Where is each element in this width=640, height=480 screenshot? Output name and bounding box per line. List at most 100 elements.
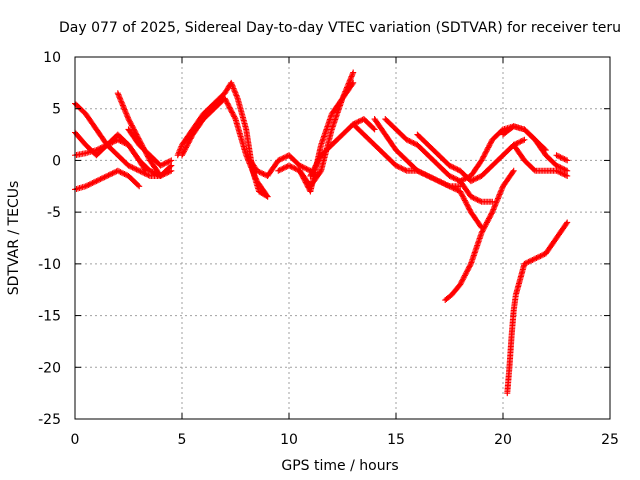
data-point — [553, 152, 560, 159]
data-point — [399, 165, 406, 172]
plot-frame — [74, 56, 611, 420]
y-tick-label: 5 — [52, 102, 61, 118]
data-point — [257, 169, 264, 176]
data-point — [84, 182, 91, 189]
data-point — [558, 165, 565, 172]
data-point — [560, 165, 567, 172]
data-point — [564, 219, 571, 226]
data-point — [394, 163, 401, 170]
data-point — [349, 81, 356, 88]
data-point — [485, 143, 492, 150]
data-point — [144, 171, 151, 178]
data-point — [183, 144, 190, 151]
data-point — [561, 171, 568, 178]
data-point — [465, 266, 472, 273]
data-point — [231, 113, 238, 120]
data-point — [280, 154, 287, 161]
data-point — [561, 166, 568, 173]
data-point — [558, 154, 565, 161]
data-point — [447, 163, 454, 170]
data-point — [556, 169, 563, 176]
data-point — [187, 135, 194, 142]
data-point — [556, 163, 563, 170]
data-point — [101, 143, 108, 150]
data-point — [356, 117, 363, 124]
data-point — [157, 172, 164, 179]
data-point — [474, 196, 481, 203]
data-point — [120, 139, 127, 146]
data-point — [458, 191, 465, 198]
data-point — [433, 176, 440, 183]
data-point — [102, 173, 109, 180]
data-point — [183, 143, 190, 150]
data-point — [104, 141, 111, 148]
data-point — [94, 146, 101, 153]
data-point — [225, 103, 232, 110]
data-point — [303, 165, 310, 172]
data-point — [484, 145, 491, 152]
data-point — [446, 172, 453, 179]
data-point — [303, 180, 310, 187]
data-point — [461, 196, 468, 203]
data-point — [457, 178, 464, 185]
data-point — [228, 79, 235, 86]
data-point — [97, 145, 104, 152]
data-point — [409, 139, 416, 146]
data-point — [461, 197, 468, 204]
data-point — [89, 180, 96, 187]
data-point — [102, 142, 109, 149]
data-point — [231, 86, 238, 93]
data-point — [296, 167, 303, 174]
series-arc16 — [414, 131, 528, 185]
data-point — [128, 122, 135, 129]
data-point — [302, 178, 309, 185]
data-point — [564, 167, 571, 174]
data-point — [469, 194, 476, 201]
data-point — [106, 171, 113, 178]
data-point — [473, 175, 480, 182]
data-point — [148, 168, 155, 175]
data-point — [466, 206, 473, 213]
data-point — [479, 227, 486, 234]
data-point — [488, 210, 495, 217]
data-point — [122, 109, 129, 116]
data-point — [473, 196, 480, 203]
series-arc11 — [296, 79, 357, 195]
data-point — [290, 164, 297, 171]
data-point — [120, 105, 127, 112]
data-point — [449, 174, 456, 181]
data-point — [158, 172, 165, 179]
data-point — [521, 260, 528, 267]
data-point — [462, 271, 469, 278]
data-point — [467, 178, 474, 185]
data-point — [277, 166, 284, 173]
data-point — [521, 136, 528, 143]
y-tick-label: -25 — [38, 412, 61, 428]
data-point — [166, 168, 173, 175]
data-point — [137, 168, 144, 175]
data-point — [470, 176, 477, 183]
data-point — [435, 178, 442, 185]
data-point — [415, 168, 422, 175]
x-tick-label: 15 — [387, 432, 405, 448]
series-arc4 — [72, 167, 143, 193]
data-point — [112, 138, 119, 145]
data-point — [564, 172, 571, 179]
data-point — [471, 195, 478, 202]
data-point — [181, 147, 188, 154]
data-point — [563, 220, 570, 227]
data-point — [300, 175, 307, 182]
data-point — [251, 171, 258, 178]
data-point — [562, 172, 569, 179]
data-point — [168, 157, 175, 164]
data-point — [122, 107, 129, 114]
data-point — [116, 168, 123, 175]
data-point — [105, 141, 112, 148]
data-point — [441, 180, 448, 187]
data-point — [117, 97, 124, 104]
data-point — [451, 165, 458, 172]
data-point — [509, 168, 516, 175]
data-point — [411, 140, 418, 147]
data-point — [496, 192, 503, 199]
data-point — [498, 186, 505, 193]
